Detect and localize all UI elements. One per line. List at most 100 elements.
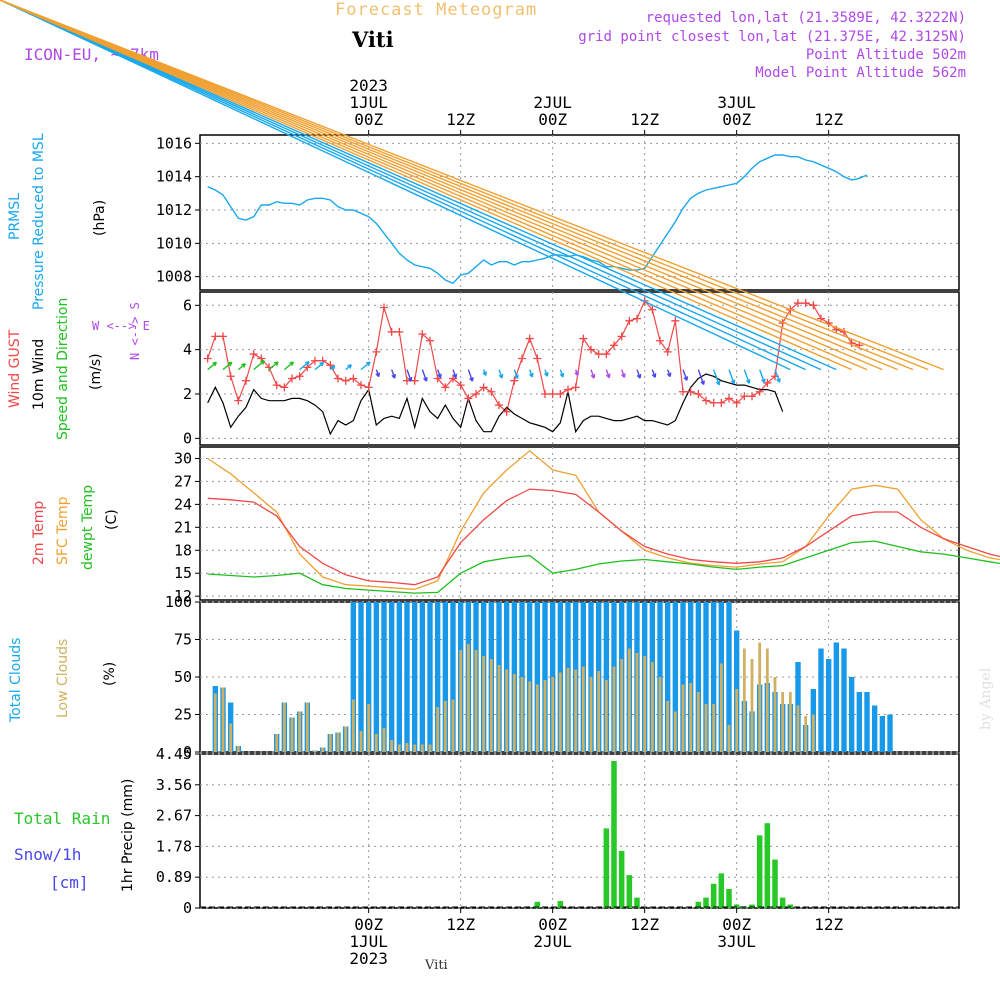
total-cloud-bar [381, 602, 387, 752]
low-cloud-bar [351, 699, 355, 752]
low-cloud-bar [781, 692, 785, 752]
footer-place: Viti [425, 958, 448, 973]
wind-arrow [713, 369, 720, 386]
wind-arrow-head [289, 361, 295, 366]
bottom-time-label: 12Z [814, 915, 843, 934]
total-cloud-bar [887, 714, 893, 752]
gust-marker [395, 327, 404, 336]
wind-arrow [406, 369, 412, 382]
gust-marker [295, 372, 304, 381]
top-time-label: 12Z [446, 110, 475, 129]
wind-arrow [0, 0, 898, 371]
wind-arrow [0, 0, 822, 371]
gust-marker [656, 336, 664, 345]
bottom-time-label: 3JUL [717, 932, 756, 951]
y-tick-label: 0.89 [156, 868, 192, 886]
y-tick-label: 1012 [156, 201, 192, 219]
low-cloud-bar [512, 674, 516, 752]
gust-marker [334, 374, 342, 383]
wind-arrow-head [543, 372, 549, 377]
y-tick-label: 6 [183, 296, 192, 314]
low-cloud-bar [551, 677, 555, 752]
low-cloud-bar [627, 648, 631, 752]
y-tick-label: 3.56 [156, 776, 192, 794]
low-cloud-bar [712, 704, 716, 752]
panel-frame-wind [199, 291, 960, 446]
panel-frame-precipitation [199, 753, 960, 909]
wind-arrow-head [423, 377, 428, 382]
wind-arrow-head [498, 374, 504, 379]
wind-arrow-head [469, 377, 474, 382]
low-cloud-bar [359, 731, 363, 752]
gust-marker [663, 347, 672, 356]
wind-arrow [0, 0, 806, 371]
low-cloud-bar [390, 740, 394, 752]
low-cloud-bar [436, 707, 440, 752]
wind-arrow-head [482, 371, 487, 376]
wind-arrow [0, 0, 868, 371]
wind-arrow [0, 0, 914, 371]
gust-marker [748, 392, 756, 401]
y-tick-label: 1008 [156, 268, 192, 286]
top-time-label: 1JUL [349, 93, 388, 112]
wind-arrow-head [666, 372, 672, 378]
low-cloud-bar [750, 659, 754, 752]
y-tick-label: 4 [183, 341, 192, 359]
top-time-label: 2023 [349, 76, 388, 95]
gust-marker [686, 387, 695, 396]
low-cloud-bar [275, 734, 279, 752]
total-cloud-bar [534, 602, 541, 752]
total-cloud-bar [879, 716, 886, 752]
low-cloud-bar [742, 648, 746, 752]
gust-marker [372, 347, 381, 356]
low-cloud-bar [681, 684, 685, 752]
low-cloud-bar [811, 714, 815, 752]
total-cloud-bar [419, 602, 426, 752]
gust-marker [702, 396, 710, 405]
wind-arrow-head [730, 379, 736, 385]
wind-arrow [0, 0, 883, 371]
bottom-time-label: 2JUL [533, 932, 572, 951]
total-cloud-bar [703, 602, 709, 752]
low-cloud-bar [397, 744, 401, 752]
y-tick-label: 1014 [156, 168, 192, 186]
low-cloud-bar [482, 656, 486, 752]
rain-bar [726, 888, 732, 908]
wind-arrow [222, 361, 233, 371]
low-cloud-bar [282, 702, 286, 752]
gust-marker [219, 332, 227, 341]
y-tick-label: 75 [174, 631, 192, 649]
wind-arrow-head [407, 377, 413, 382]
y-tick-label: 15 [174, 564, 192, 582]
gust-marker [426, 336, 434, 345]
low-cloud-bar [520, 677, 524, 752]
gust-marker [410, 376, 419, 385]
gust-marker [441, 383, 450, 392]
low-cloud-bar [689, 683, 693, 752]
total-cloud-bar [404, 602, 410, 752]
wind-arrow [421, 369, 428, 382]
gust-marker [694, 390, 703, 398]
wind-arrow [774, 369, 781, 383]
gust-marker [633, 314, 641, 323]
rain-bar [718, 873, 725, 908]
low-cloud-bar [367, 704, 371, 752]
low-cloud-bar [650, 662, 654, 752]
wind-arrow-head [700, 380, 705, 385]
gust-marker [679, 387, 687, 396]
rain-bar [787, 904, 794, 908]
low-cloud-bar [804, 716, 808, 752]
low-cloud-bar [474, 650, 478, 752]
wind-arrow [743, 369, 750, 384]
rain-bar [756, 835, 763, 908]
wind-arrow [759, 369, 766, 383]
gust-marker [272, 381, 281, 390]
wind-arrow-head [760, 378, 766, 384]
gust-marker [594, 350, 603, 359]
gust-marker [648, 305, 657, 314]
low-cloud-bar [758, 642, 762, 752]
gust-marker [280, 383, 289, 392]
model-altitude: Model Point Altitude 562m [755, 65, 966, 81]
panel-frame-pressure [199, 134, 960, 291]
